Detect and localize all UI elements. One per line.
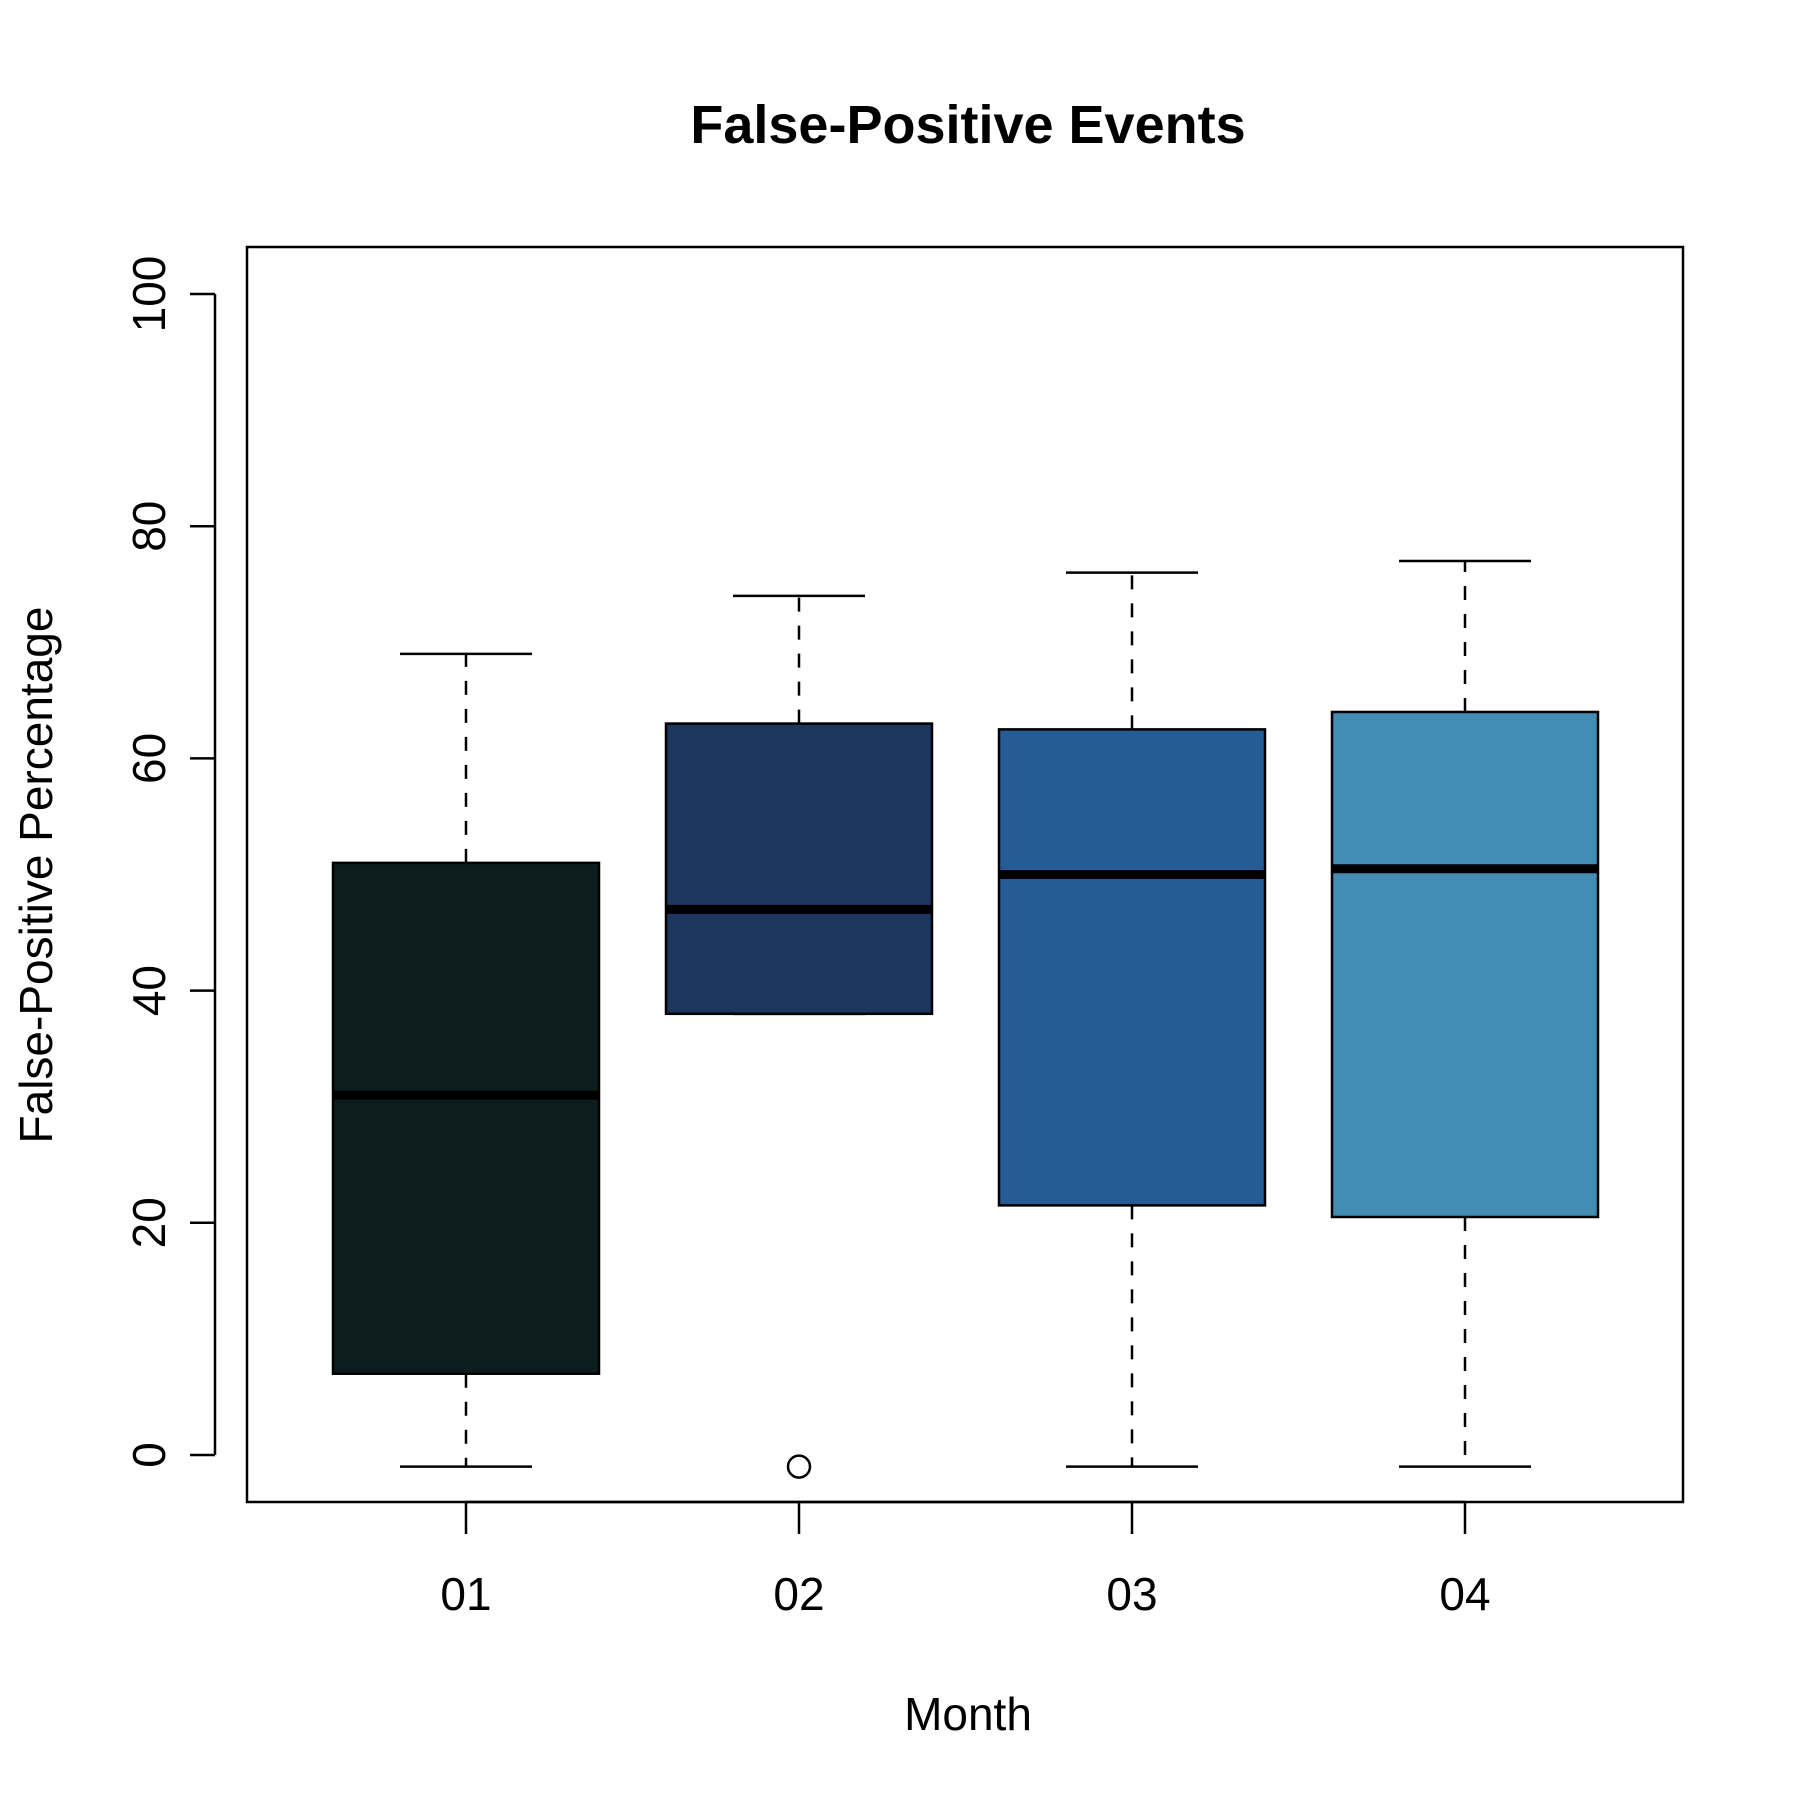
box-group [1330,559,1600,1468]
y-tick-label: 0 [123,1442,175,1468]
y-tick-label: 40 [123,965,175,1016]
box-iqr [664,722,934,1016]
y-tick-label: 60 [123,733,175,784]
y-tick-label: 20 [123,1197,175,1248]
x-tick-label: 03 [1106,1568,1157,1620]
plot-area [331,559,1600,1479]
y-tick-label: 100 [123,256,175,333]
x-axis-label: Month [904,1688,1032,1740]
outlier-point [786,1454,812,1479]
x-tick-label: 01 [440,1568,491,1620]
y-axis: 0 20 40 60 80 100 [123,256,217,1468]
box-group [331,652,601,1468]
box-group [997,571,1267,1468]
chart-title: False-Positive Events [690,95,1245,155]
y-axis-label: False-Positive Percentage [10,607,62,1144]
x-tick-label: 02 [773,1568,824,1620]
y-tick-label: 80 [123,501,175,552]
box-group [664,594,934,1479]
plot-frame [245,245,1685,1504]
box-iqr [1330,710,1600,1219]
box-iqr [997,728,1267,1207]
box-iqr [331,861,601,1375]
x-tick-label: 04 [1439,1568,1490,1620]
